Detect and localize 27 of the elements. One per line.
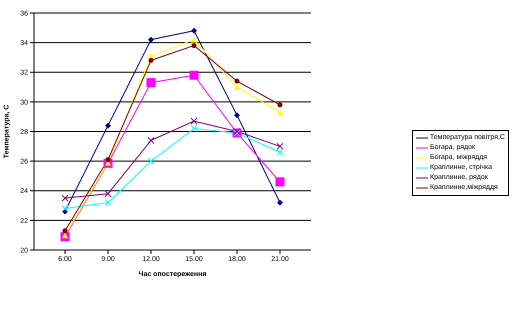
point: [62, 205, 68, 212]
point: [191, 36, 197, 43]
point: [278, 102, 282, 108]
point: [277, 109, 283, 116]
point: [276, 148, 284, 156]
point: [148, 58, 154, 63]
point: [62, 228, 68, 234]
point: [234, 112, 240, 118]
point: [106, 157, 110, 162]
point: [105, 122, 111, 129]
point: [234, 84, 240, 90]
point: [148, 158, 154, 165]
point: [148, 136, 154, 144]
point: [191, 28, 197, 34]
point: [190, 125, 198, 132]
point: [104, 190, 112, 198]
point: [276, 142, 284, 150]
point: [190, 70, 198, 80]
point: [148, 36, 154, 43]
point: [192, 43, 196, 48]
point: [277, 200, 283, 206]
point: [276, 177, 284, 186]
point: [190, 118, 198, 125]
point: [146, 78, 156, 88]
point: [104, 199, 112, 206]
point: [62, 194, 68, 202]
point: [234, 78, 240, 84]
